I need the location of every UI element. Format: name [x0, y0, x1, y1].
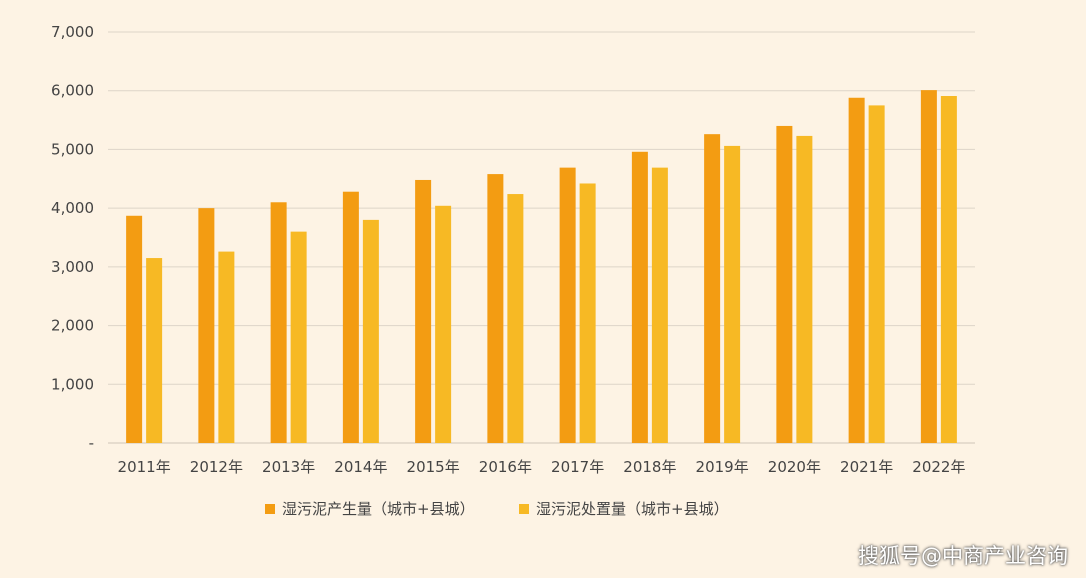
x-tick-label: 2012年	[190, 458, 243, 476]
legend-swatch	[519, 504, 529, 514]
y-tick-label: 4,000	[51, 199, 94, 217]
bar-production	[126, 215, 143, 443]
bar-disposal	[940, 95, 957, 444]
bar-disposal	[218, 251, 235, 443]
x-tick-label: 2021年	[840, 458, 893, 476]
bar-production	[198, 208, 215, 443]
legend-label: 湿污泥处置量（城市+县城）	[536, 500, 729, 518]
x-tick-label: 2014年	[334, 458, 387, 476]
bar-production	[631, 151, 648, 443]
bar-disposal	[362, 219, 379, 443]
y-tick-label: 3,000	[51, 258, 94, 276]
bar-disposal	[435, 205, 452, 443]
x-tick-label: 2017年	[551, 458, 604, 476]
y-tick-label: 7,000	[51, 23, 94, 41]
bar-disposal	[651, 167, 668, 443]
bar-production	[704, 134, 721, 444]
bar-production	[415, 179, 432, 443]
x-tick-label: 2020年	[768, 458, 821, 476]
bar-disposal	[290, 231, 307, 443]
x-tick-label: 2013年	[262, 458, 315, 476]
bar-disposal	[146, 258, 163, 443]
y-tick-label: 5,000	[51, 140, 94, 158]
x-tick-label: 2015年	[407, 458, 460, 476]
bar-disposal	[724, 145, 741, 444]
y-tick-label: 2,000	[51, 317, 94, 335]
bar-production	[487, 174, 504, 444]
bar-production	[270, 202, 287, 443]
y-tick-label: -	[89, 434, 94, 452]
watermark-text: 搜狐号@中商产业咨询	[858, 544, 1068, 568]
y-tick-label: 6,000	[51, 82, 94, 100]
y-tick-label: 1,000	[51, 375, 94, 393]
legend-swatch	[265, 504, 275, 514]
x-tick-label: 2022年	[912, 458, 965, 476]
bar-disposal	[868, 105, 885, 444]
x-tick-label: 2019年	[696, 458, 749, 476]
bar-production	[920, 90, 937, 444]
bar-production	[559, 167, 576, 443]
bar-disposal	[507, 194, 524, 443]
bar-production	[776, 125, 793, 443]
legend-label: 湿污泥产生量（城市+县城）	[282, 500, 475, 518]
bar-production	[848, 97, 865, 443]
bar-disposal	[796, 135, 813, 443]
x-tick-label: 2016年	[479, 458, 532, 476]
x-tick-label: 2011年	[118, 458, 171, 476]
bar-production	[342, 191, 359, 443]
x-tick-label: 2018年	[623, 458, 676, 476]
bar-disposal	[579, 183, 596, 444]
